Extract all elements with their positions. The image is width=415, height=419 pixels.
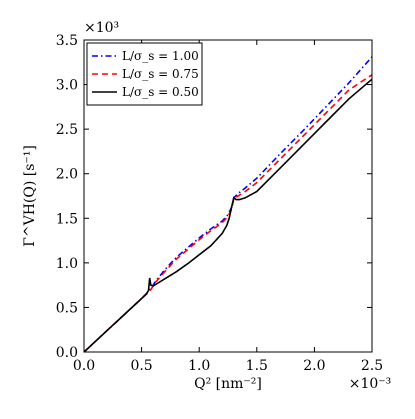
y-tick-label: 2.0 [56, 167, 78, 183]
y-axis-multiplier: ×10³ [84, 20, 119, 36]
plot-frame [83, 39, 373, 353]
x-axis-multiplier: ×10⁻³ [349, 376, 392, 392]
x-axis-label: Q² [nm⁻²] [194, 376, 262, 392]
legend-label-series-1: L/σ_s = 1.00 [122, 49, 199, 63]
y-tick-label: 1.5 [56, 211, 78, 227]
y-tick-label: 0.5 [56, 300, 78, 316]
y-tick-label: 0.0 [56, 345, 78, 361]
series-line-3 [83, 78, 373, 353]
series-layer [83, 56, 373, 353]
x-tick-label: 0.0 [73, 358, 95, 374]
y-axis-label: Γ^VH(Q) [s⁻¹] [22, 145, 38, 247]
legend: L/σ_s = 1.00 L/σ_s = 0.75 L/σ_s = 0.50 [86, 42, 203, 106]
x-tick-label: 1.5 [246, 358, 268, 374]
y-tick-label: 2.5 [56, 122, 78, 138]
series-line-1 [83, 56, 373, 353]
legend-label-series-2: L/σ_s = 0.75 [122, 67, 199, 81]
legend-label-series-3: L/σ_s = 0.50 [122, 85, 199, 99]
x-tick-label: 0.5 [130, 358, 152, 374]
axes-layer: 0.0 0.5 1.0 1.5 2.0 2.5 0.0 0.5 1.0 1.5 2.0 2.5 3.0 3… [56, 33, 383, 374]
y-tick-label: 3.0 [56, 78, 78, 94]
x-tick-label: 1.0 [188, 358, 210, 374]
x-tick-label: 2.0 [303, 358, 325, 374]
y-tick-label: 3.5 [56, 33, 78, 49]
x-tick-label: 2.5 [361, 358, 383, 374]
y-tick-label: 1.0 [56, 256, 78, 272]
